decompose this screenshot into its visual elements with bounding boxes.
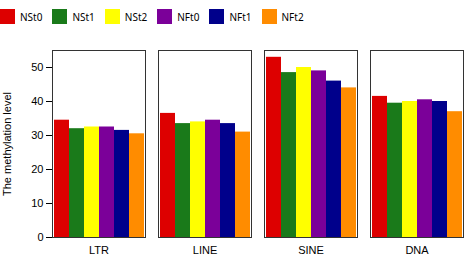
html-text:NSt2: NSt2 bbox=[124, 9, 148, 24]
svg-text:DNA: DNA bbox=[405, 244, 429, 256]
svg-text:SINE: SINE bbox=[298, 244, 324, 256]
svg-text:40: 40 bbox=[31, 95, 43, 107]
svg-text:LTR: LTR bbox=[89, 244, 109, 256]
svg-text:30: 30 bbox=[31, 129, 43, 141]
html-text:NFt0: NFt0 bbox=[177, 9, 200, 24]
svg-text:LINE: LINE bbox=[193, 244, 217, 256]
svg-text:The methylation level: The methylation level bbox=[1, 92, 13, 196]
svg-text:0: 0 bbox=[37, 231, 43, 243]
html-text:NSt1: NSt1 bbox=[72, 9, 95, 24]
svg-text:20: 20 bbox=[31, 163, 43, 175]
svg-text:50: 50 bbox=[31, 61, 43, 73]
html-text:NFt1: NFt1 bbox=[229, 9, 252, 24]
html-text:NFt2: NFt2 bbox=[281, 9, 304, 24]
html-text:NSt0: NSt0 bbox=[20, 9, 43, 24]
svg-text:10: 10 bbox=[31, 197, 43, 209]
